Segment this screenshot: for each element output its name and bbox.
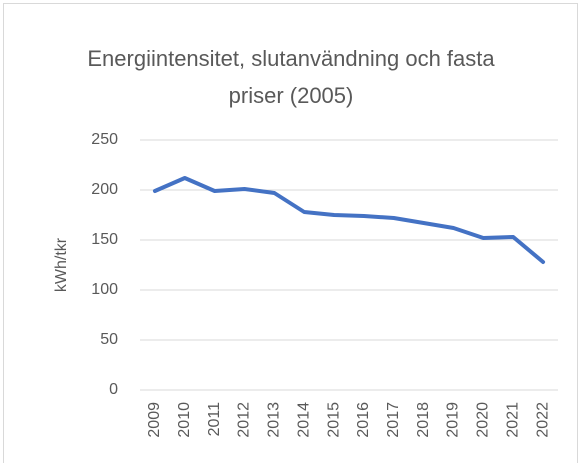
x-tick-label: 2017 xyxy=(385,402,402,438)
x-tick-label: 2016 xyxy=(355,402,372,438)
chart-border xyxy=(3,3,578,463)
x-tick-label: 2011 xyxy=(206,402,223,437)
x-tick-label: 2012 xyxy=(236,402,253,438)
y-tick-label: 0 xyxy=(109,381,118,398)
x-tick-label: 2009 xyxy=(146,402,163,438)
x-tick-label: 2021 xyxy=(504,402,521,438)
x-tick-label: 2019 xyxy=(445,402,462,438)
y-tick-label: 250 xyxy=(91,131,118,148)
y-tick-label: 150 xyxy=(91,231,118,248)
x-tick-label: 2010 xyxy=(176,402,193,438)
y-tick-label: 50 xyxy=(100,331,118,348)
x-tick-label: 2020 xyxy=(475,402,492,438)
data-line xyxy=(152,176,546,264)
chart-title: Energiintensitet, slutanvändning och fas… xyxy=(87,46,495,108)
x-tick-label: 2022 xyxy=(534,402,551,438)
x-tick-label: 2013 xyxy=(266,402,283,438)
y-tick-label: 200 xyxy=(91,181,118,198)
x-tick-label: 2015 xyxy=(325,402,342,438)
x-tick-label: 2014 xyxy=(295,402,312,438)
y-axis-label: kWh/tkr xyxy=(53,237,70,292)
y-tick-label: 100 xyxy=(91,281,118,298)
x-tick-label: 2018 xyxy=(415,402,432,438)
